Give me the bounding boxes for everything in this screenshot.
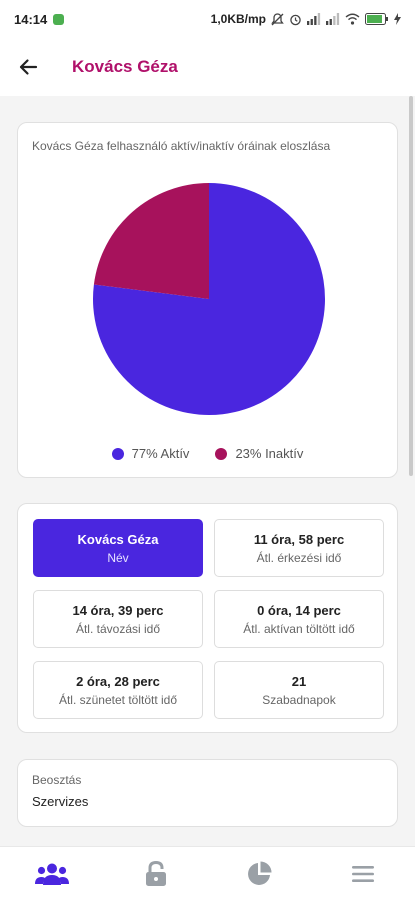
stat-label: Szabadnapok bbox=[262, 692, 336, 707]
legend-item-active: 77% Aktív bbox=[111, 446, 190, 461]
arrow-left-icon bbox=[19, 59, 38, 75]
scrollbar[interactable] bbox=[409, 96, 413, 476]
nav-menu[interactable] bbox=[311, 847, 415, 900]
stat-value: Kovács Géza bbox=[77, 531, 159, 547]
nav-lock[interactable] bbox=[104, 847, 208, 900]
nav-statistics[interactable] bbox=[208, 847, 312, 900]
stat-label: Átl. távozási idő bbox=[75, 621, 161, 636]
back-button[interactable] bbox=[16, 55, 40, 79]
status-bar: 14:14 1,0KB/mp bbox=[0, 0, 415, 38]
lock-icon bbox=[145, 860, 166, 886]
stat-name-box: Kovács Géza Név bbox=[33, 519, 203, 577]
charging-icon bbox=[394, 13, 401, 25]
notification-app-icon bbox=[53, 13, 65, 25]
stat-arrival-box: 11 óra, 58 perc Átl. érkezési idő bbox=[214, 519, 384, 577]
alarm-icon bbox=[289, 13, 302, 26]
page-title: Kovács Géza bbox=[72, 57, 178, 76]
app-bar: Kovács Géza bbox=[0, 38, 415, 96]
signal-icon bbox=[307, 13, 321, 25]
signal-icon-2 bbox=[326, 13, 340, 25]
legend-item-inactive: 23% Inaktív bbox=[215, 446, 303, 461]
mute-icon bbox=[271, 12, 284, 26]
assignment-value: Szervizes bbox=[32, 794, 89, 809]
chart-card: Kovács Géza felhasználó aktív/inaktív ór… bbox=[17, 122, 398, 478]
pie-chart-icon bbox=[248, 861, 272, 885]
stat-break-time-box: 2 óra, 28 perc Átl. szünetet töltött idő bbox=[33, 661, 203, 719]
assignment-label: Beosztás bbox=[32, 773, 82, 787]
stat-value: 2 óra, 28 perc bbox=[76, 673, 160, 689]
stats-card: Kovács Géza Név 11 óra, 58 perc Átl. érk… bbox=[17, 503, 398, 733]
network-speed: 1,0KB/mp bbox=[210, 12, 266, 26]
stat-value: 21 bbox=[291, 673, 307, 689]
stat-label: Átl. érkezési idő bbox=[256, 550, 342, 565]
menu-icon bbox=[352, 865, 375, 882]
legend-dot bbox=[111, 447, 124, 460]
legend-dot bbox=[215, 447, 228, 460]
chart-legend: 77% Aktív 23% Inaktív bbox=[0, 446, 415, 461]
battery-icon bbox=[365, 13, 389, 25]
legend-label: 77% Aktív bbox=[131, 446, 190, 461]
stat-value: 11 óra, 58 perc bbox=[253, 531, 345, 547]
stat-active-time-box: 0 óra, 14 perc Átl. aktívan töltött idő bbox=[214, 590, 384, 648]
pie-chart bbox=[92, 183, 325, 415]
stat-days-off-box: 21 Szabadnapok bbox=[214, 661, 384, 719]
chart-title: Kovács Géza felhasználó aktív/inaktív ór… bbox=[32, 139, 331, 153]
stat-label: Átl. aktívan töltött idő bbox=[243, 621, 355, 636]
status-icons: 1,0KB/mp bbox=[211, 12, 401, 26]
nav-users[interactable] bbox=[0, 847, 104, 900]
stat-value: 14 óra, 39 perc bbox=[72, 602, 164, 618]
users-icon bbox=[34, 863, 69, 885]
pie-slice-inactive bbox=[93, 183, 209, 299]
stat-departure-box: 14 óra, 39 perc Átl. távozási idő bbox=[33, 590, 203, 648]
stat-label: Név bbox=[107, 550, 129, 565]
wifi-icon bbox=[345, 13, 360, 25]
bottom-navigation bbox=[0, 846, 415, 900]
assignment-card: Beosztás Szervizes bbox=[17, 759, 398, 827]
status-time: 14:14 bbox=[14, 11, 48, 27]
stat-value: 0 óra, 14 perc bbox=[257, 602, 341, 618]
legend-label: 23% Inaktív bbox=[235, 446, 304, 461]
stat-label: Átl. szünetet töltött idő bbox=[58, 692, 178, 707]
